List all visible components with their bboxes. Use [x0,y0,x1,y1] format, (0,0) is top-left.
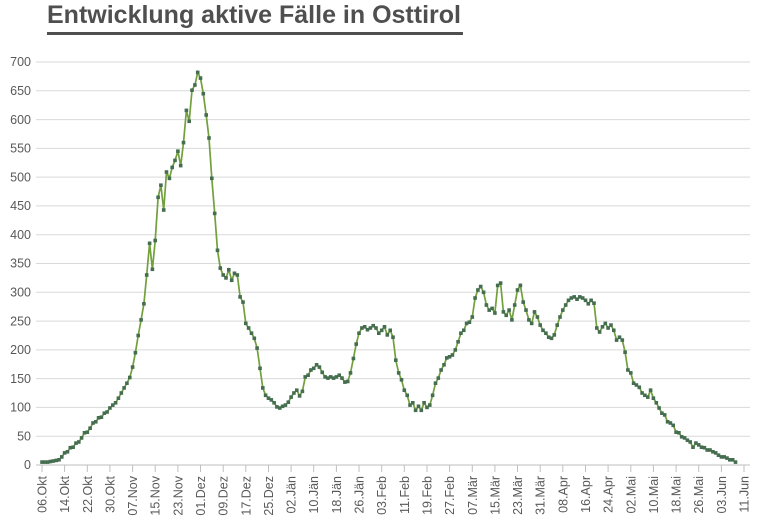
svg-text:31.Mär: 31.Mär [534,476,548,515]
svg-text:03.Feb: 03.Feb [375,476,389,515]
svg-text:03.Jun: 03.Jun [715,476,729,514]
svg-text:17.Dez: 17.Dez [239,476,253,516]
svg-text:07.Nov: 07.Nov [126,475,140,515]
svg-text:15.Nov: 15.Nov [149,475,163,515]
svg-text:300: 300 [10,286,31,300]
chart-title: Entwicklung aktive Fälle in Osttirol [47,1,463,35]
svg-text:700: 700 [10,55,31,69]
y-axis-labels: 0 50 100 150 200 250 300 350 400 450 500 550 600 650 7… [10,55,31,472]
svg-text:100: 100 [10,401,31,415]
svg-text:350: 350 [10,257,31,271]
svg-text:550: 550 [10,142,31,156]
svg-text:500: 500 [10,170,31,184]
svg-text:26.Jän: 26.Jän [353,476,367,514]
svg-text:16.Apr: 16.Apr [579,476,593,513]
svg-text:0: 0 [24,458,31,472]
svg-text:19.Feb: 19.Feb [421,476,435,515]
series-line [42,69,737,463]
svg-text:450: 450 [10,199,31,213]
svg-text:30.Okt: 30.Okt [103,475,117,512]
svg-text:11.Feb: 11.Feb [398,476,412,514]
x-axis-labels: 06.Okt 14.Okt 22.Okt 30.Okt 07.Nov 15.Nov 23.N… [36,475,752,515]
gridlines [36,61,750,466]
svg-text:600: 600 [10,113,31,127]
svg-text:26.Mai: 26.Mai [692,476,706,514]
svg-text:23.Nov: 23.Nov [171,475,185,515]
x-axis-ticks [41,465,745,472]
svg-text:10.Jän: 10.Jän [307,476,321,514]
svg-text:06.Okt: 06.Okt [36,475,50,512]
series-markers [40,70,738,464]
svg-text:50: 50 [17,429,31,443]
svg-text:27.Feb: 27.Feb [443,476,457,515]
svg-text:400: 400 [10,228,31,242]
svg-text:25.Dez: 25.Dez [262,476,276,516]
svg-text:11.Jun: 11.Jun [738,476,752,513]
svg-text:07.Mär: 07.Mär [466,476,480,515]
svg-text:02.Jän: 02.Jän [285,476,299,514]
svg-text:650: 650 [10,84,31,98]
svg-text:14.Okt: 14.Okt [58,475,72,512]
svg-text:08.Apr: 08.Apr [556,476,570,513]
svg-text:01.Dez: 01.Dez [194,476,208,516]
svg-text:200: 200 [10,343,31,357]
svg-text:22.Okt: 22.Okt [81,475,95,512]
svg-text:15.Mär: 15.Mär [488,476,502,515]
svg-text:02.Mai: 02.Mai [624,476,638,514]
svg-text:24.Apr: 24.Apr [602,476,616,513]
svg-text:23.Mär: 23.Mär [511,476,525,515]
svg-text:18.Mai: 18.Mai [670,476,684,514]
svg-text:18.Jän: 18.Jän [330,476,344,514]
svg-text:250: 250 [10,314,31,328]
svg-text:10.Mai: 10.Mai [647,476,661,514]
svg-text:150: 150 [10,372,31,386]
svg-text:09.Dez: 09.Dez [217,476,231,516]
